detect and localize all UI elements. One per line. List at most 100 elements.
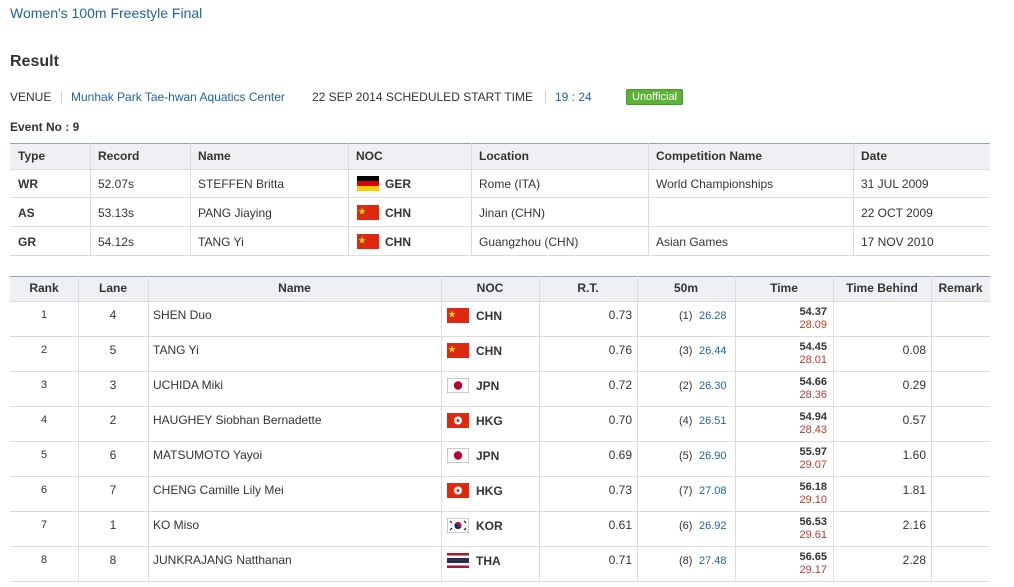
- record-cell: 54.12s: [98, 234, 135, 249]
- noc-code: JPN: [476, 449, 500, 463]
- lane: 3: [109, 378, 117, 392]
- lane: 4: [109, 308, 117, 322]
- final-time: 55.97: [799, 446, 827, 458]
- flag-icon: [446, 517, 470, 534]
- time-behind: 1.60: [902, 448, 926, 462]
- flag: [447, 308, 469, 323]
- split-rank: (6): [679, 520, 693, 532]
- status-badge: Unofficial: [626, 89, 684, 105]
- athlete-name: SHEN Duo: [153, 308, 212, 322]
- row-line: [10, 169, 990, 170]
- flag: [357, 233, 379, 249]
- reaction-time: 0.73: [608, 308, 632, 322]
- lane: 6: [109, 448, 117, 462]
- split-time: 27.08: [699, 485, 727, 497]
- reaction-time: 0.73: [608, 483, 632, 497]
- noc-code: CHN: [385, 205, 411, 220]
- column-line: [471, 143, 472, 255]
- lane: 5: [109, 343, 117, 357]
- column-header: 50m: [673, 281, 699, 295]
- final-time: 56.65: [799, 551, 827, 563]
- column-header: Record: [98, 149, 140, 163]
- column-header: Time: [770, 281, 798, 295]
- row-line: [10, 476, 990, 477]
- flag-icon: [357, 176, 379, 191]
- column-line: [348, 143, 349, 255]
- column-line: [148, 276, 149, 581]
- row-line: [10, 511, 990, 512]
- column-header: Type: [18, 149, 46, 163]
- rank: 8: [40, 554, 48, 566]
- venue-name[interactable]: Munhak Park Tae-hwan Aquatics Center: [71, 90, 285, 104]
- record-cell: TANG Yi: [198, 234, 244, 249]
- column-header: NOC: [356, 149, 383, 163]
- column-header: Competition Name: [656, 149, 763, 163]
- split-time: 27.48: [699, 555, 727, 567]
- flag-icon: [447, 553, 469, 568]
- reaction-time: 0.72: [608, 378, 632, 392]
- column-header: Location: [479, 149, 529, 163]
- final-time: 56.53: [799, 516, 827, 528]
- column-header: Name: [198, 149, 231, 163]
- noc-code: GER: [385, 177, 412, 191]
- column-line: [637, 276, 638, 581]
- schedule: 22 SEP 2014 SCHEDULED START TIME: [312, 90, 533, 104]
- lane: 1: [109, 518, 117, 532]
- second-split: 29.07: [799, 459, 827, 471]
- record-cell: GR: [18, 234, 36, 249]
- record-cell: STEFFEN Britta: [198, 177, 285, 191]
- divider: [545, 91, 546, 103]
- noc-code: HKG: [476, 414, 503, 428]
- column-header: Rank: [29, 281, 59, 295]
- noc-code: HKG: [476, 484, 503, 498]
- divider: [61, 91, 62, 103]
- split-rank: (5): [679, 450, 693, 462]
- reaction-time: 0.70: [608, 413, 632, 427]
- record-cell: 52.07s: [98, 177, 135, 191]
- second-split: 29.61: [799, 529, 827, 541]
- row-line: [10, 301, 990, 302]
- flag: [447, 483, 469, 498]
- reaction-time: 0.71: [608, 553, 632, 567]
- column-line: [539, 276, 540, 581]
- second-split: 28.43: [799, 424, 827, 436]
- reaction-time: 0.76: [608, 343, 632, 357]
- record-cell: WR: [18, 177, 38, 191]
- section-heading: Result: [10, 53, 59, 70]
- record-cell: Jinan (CHN): [479, 205, 546, 220]
- row-line: [10, 226, 990, 227]
- row-line: [10, 581, 990, 582]
- start-time: 19 : 24: [555, 90, 592, 104]
- athlete-name: MATSUMOTO Yayoi: [153, 448, 263, 462]
- rank: 7: [40, 519, 48, 531]
- column-line: [441, 276, 442, 581]
- flag-icon: [446, 377, 470, 394]
- final-time: 56.18: [799, 481, 827, 493]
- athlete-name: UCHIDA Miki: [153, 378, 224, 392]
- final-time: 54.45: [799, 341, 827, 353]
- column-line: [735, 276, 736, 581]
- rank: 3: [40, 379, 48, 391]
- page-title[interactable]: Women's 100m Freestyle Final: [10, 5, 203, 21]
- table-header-bg: [10, 276, 990, 302]
- split-rank: (1): [679, 310, 693, 322]
- lane: 7: [109, 483, 117, 497]
- column-header: Name: [278, 281, 311, 295]
- column-line: [648, 143, 649, 255]
- noc-code: KOR: [476, 519, 503, 533]
- flag-icon: [357, 233, 379, 249]
- record-cell: PANG Jiaying: [198, 205, 272, 220]
- flag: [447, 413, 469, 428]
- record-cell: 53.13s: [98, 205, 135, 220]
- split-time: 26.92: [699, 520, 727, 532]
- athlete-name: HAUGHEY Siobhan Bernadette: [153, 413, 322, 427]
- record-cell: 17 NOV 2010: [861, 234, 934, 249]
- record-cell: 31 JUL 2009: [861, 177, 929, 191]
- record-cell: Asian Games: [656, 234, 729, 249]
- final-time: 54.66: [799, 376, 827, 388]
- flag-icon: [447, 308, 469, 323]
- record-cell: Rome (ITA): [479, 177, 541, 191]
- column-line: [90, 143, 91, 255]
- athlete-name: CHENG Camille Lily Mei: [153, 483, 284, 497]
- split-time: 26.44: [699, 345, 727, 357]
